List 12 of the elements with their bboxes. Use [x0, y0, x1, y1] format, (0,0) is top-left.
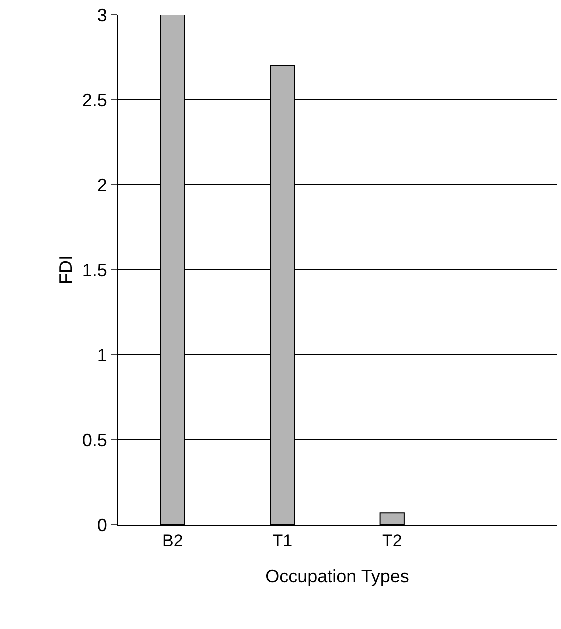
y-tick-label: 2	[97, 175, 108, 196]
y-axis-title: FDI	[56, 256, 76, 284]
y-tick-label: 3	[97, 5, 108, 26]
x-axis-title: Occupation Types	[266, 566, 410, 586]
y-tick-label: 0.5	[82, 430, 108, 450]
y-tick-label: 1	[97, 345, 108, 366]
y-tick-label: 2.5	[82, 90, 108, 110]
y-tick-label: 1.5	[82, 260, 108, 280]
x-tick-label: B2	[162, 531, 184, 550]
y-tick-label: 0	[97, 515, 108, 536]
x-tick-label: T1	[272, 531, 293, 550]
x-tick-label: T2	[382, 531, 402, 550]
